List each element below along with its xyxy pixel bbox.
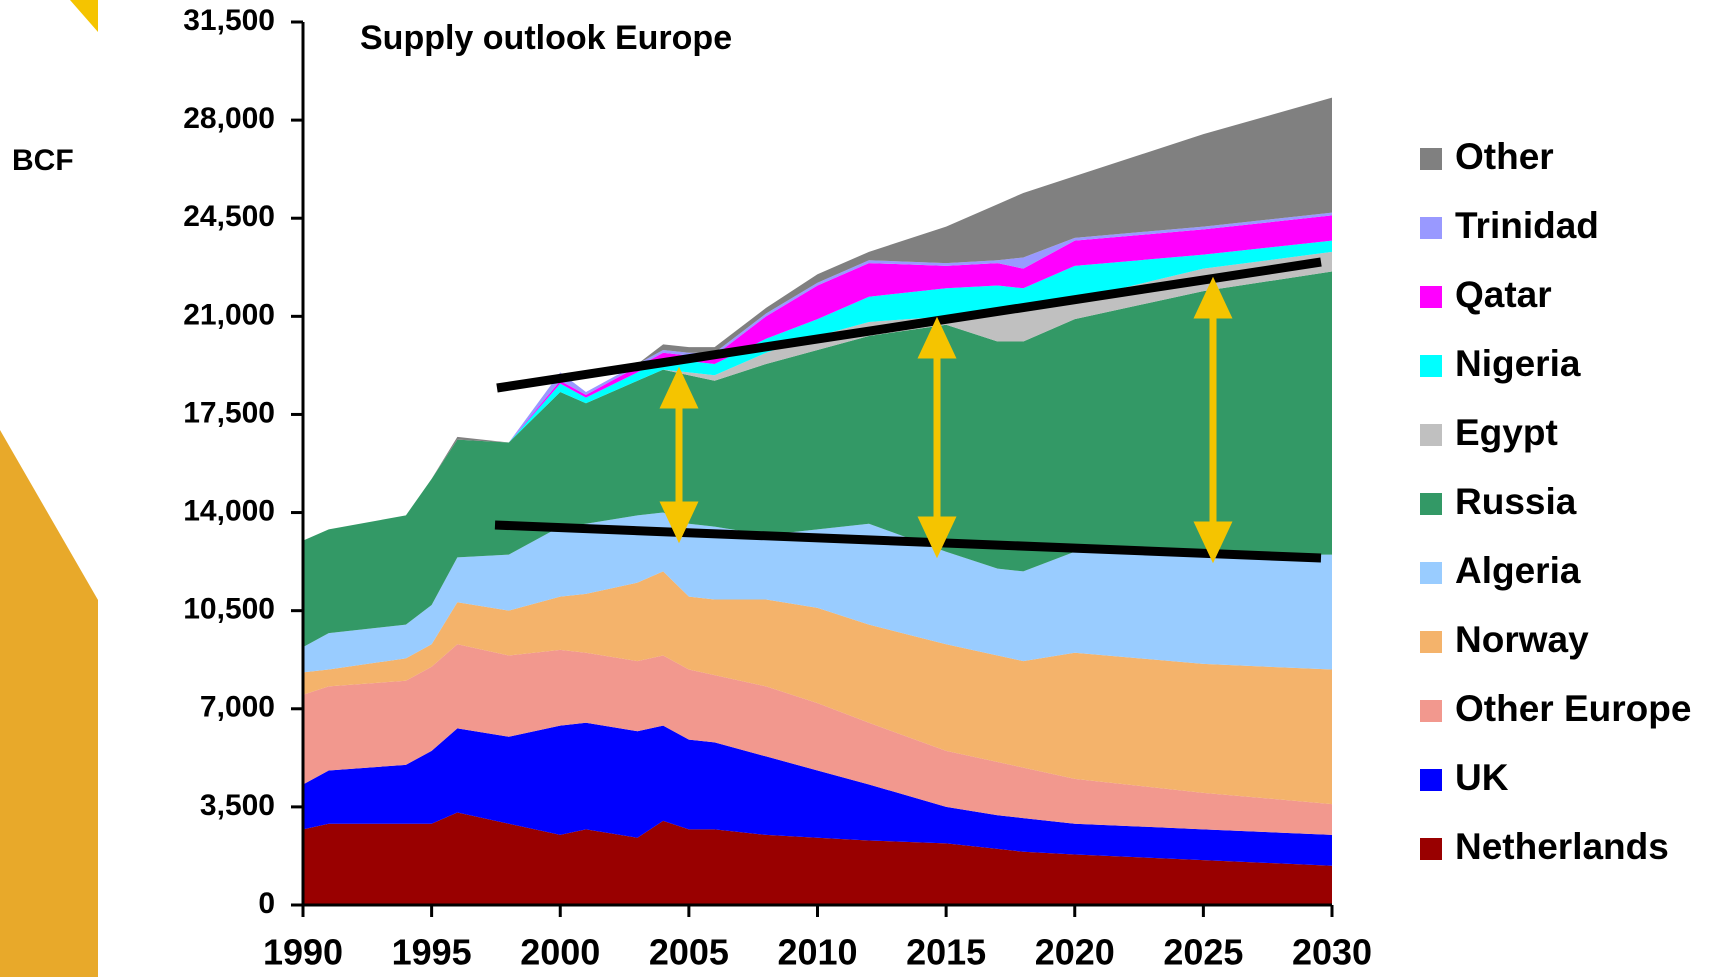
areas [303, 97, 1332, 905]
legend-label: Other Europe [1455, 688, 1691, 729]
y-tick-label: 28,000 [183, 102, 275, 135]
legend-swatch [1420, 217, 1442, 239]
legend-swatch [1420, 562, 1442, 584]
legend-swatch [1420, 355, 1442, 377]
x-tick-label: 2000 [520, 932, 600, 973]
legend-label: Netherlands [1455, 826, 1669, 867]
legend-swatch [1420, 769, 1442, 791]
legend-swatch [1420, 148, 1442, 170]
legend-label: Egypt [1455, 412, 1558, 453]
area [303, 812, 1332, 905]
x-tick-label: 2010 [777, 932, 857, 973]
legend-label: Nigeria [1455, 343, 1581, 384]
y-axis-label: BCF [12, 144, 74, 177]
legend: Netherlands UK Other Europe Norway Algeria Ru… [1420, 136, 1691, 867]
background-decoration [0, 0, 98, 977]
legend-swatch [1420, 493, 1442, 515]
legend-swatch [1420, 700, 1442, 722]
legend-label: Norway [1455, 619, 1589, 660]
legend-swatch [1420, 286, 1442, 308]
y-tick-label: 14,000 [183, 494, 275, 527]
y-tick-label: 17,500 [183, 396, 275, 429]
x-tick-label: 1990 [263, 932, 343, 973]
y-tick-label: 0 [258, 887, 275, 920]
y-tick-label: 3,500 [200, 789, 275, 822]
title-box [340, 10, 860, 70]
chart-title: Supply outlook Europe [360, 19, 732, 57]
y-tick-label: 24,500 [183, 200, 275, 233]
axes: 0 3,500 7,000 10,500 14,000 17,500 21,000 24,50… [183, 4, 1372, 973]
y-tick-label: 10,500 [183, 593, 275, 626]
legend-label: Trinidad [1455, 205, 1599, 246]
y-tick-label: 31,500 [183, 4, 275, 37]
x-tick-label: 2015 [906, 932, 986, 973]
area [303, 97, 1332, 541]
area [303, 215, 1332, 541]
x-tick-label: 1995 [392, 932, 472, 973]
area [303, 571, 1332, 805]
area [303, 271, 1332, 648]
x-tick-label: 2020 [1035, 932, 1115, 973]
annotations [494, 257, 1322, 564]
legend-label: Other [1455, 136, 1554, 177]
x-tick-label: 2025 [1163, 932, 1243, 973]
legend-label: UK [1455, 757, 1509, 798]
legend-swatch [1420, 631, 1442, 653]
legend-swatch [1420, 838, 1442, 860]
legend-label: Russia [1455, 481, 1577, 522]
x-tick-label: 2005 [649, 932, 729, 973]
legend-swatch [1420, 424, 1442, 446]
x-tick-label: 2030 [1292, 932, 1372, 973]
legend-label: Qatar [1455, 274, 1552, 315]
y-tick-label: 7,000 [200, 691, 275, 724]
area [303, 251, 1332, 541]
area [303, 722, 1332, 866]
y-tick-label: 21,000 [183, 298, 275, 331]
area [303, 644, 1332, 835]
legend-label: Algeria [1455, 550, 1581, 591]
